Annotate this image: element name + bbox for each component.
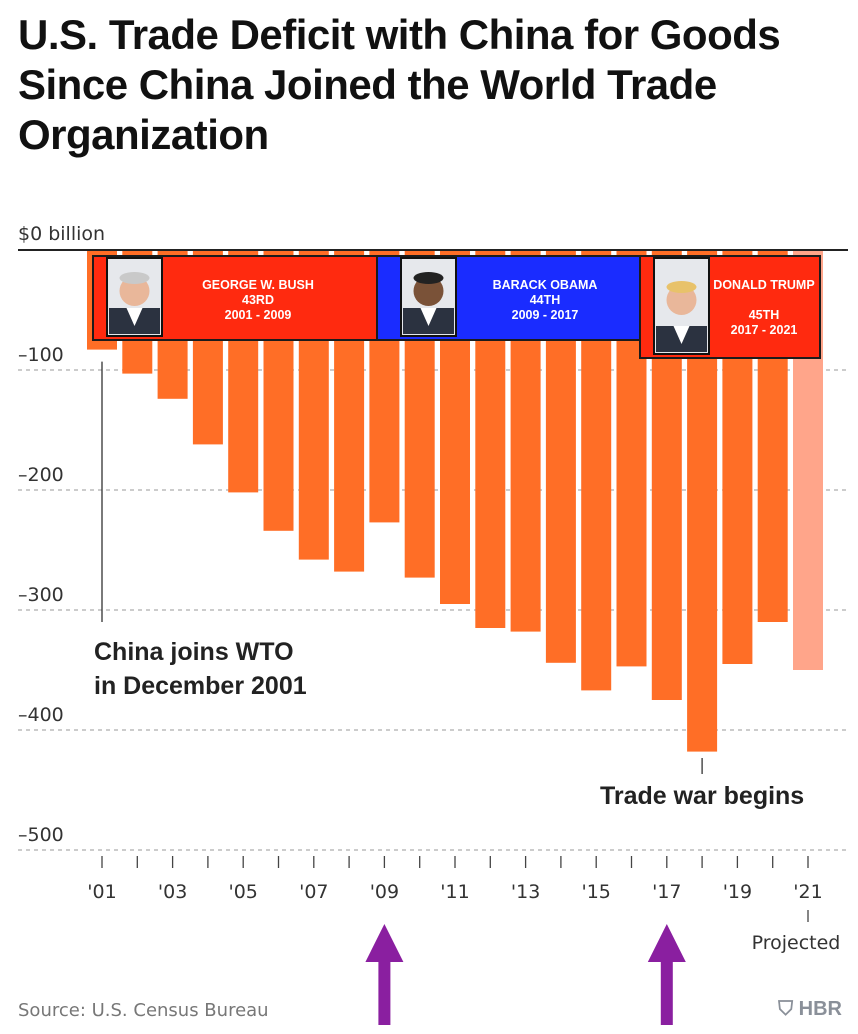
x-tick-label: '21	[793, 881, 822, 903]
x-tick-label: '13	[511, 881, 540, 903]
hbr-shield-icon: ⛉	[778, 998, 794, 1020]
y-axis-labels: $0 billion –100 –200 –300 –400 –500	[18, 223, 105, 846]
x-axis: '01 '03 '05 '07 '09 '11 '13 '15 '17 '19 '21	[18, 249, 848, 903]
x-tick-label: '19	[723, 881, 752, 903]
president-name: BARACK OBAMA	[493, 278, 598, 292]
president-term: 2017 - 2021	[731, 323, 798, 337]
brand-text: HBR	[798, 998, 842, 1020]
president-ordinal: 44TH	[530, 293, 561, 307]
y-tick-label: $0 billion	[18, 223, 105, 245]
y-tick-label: –200	[18, 464, 64, 486]
arrow-up-icon	[365, 924, 404, 1025]
source-note: Source: U.S. Census Bureau	[18, 1000, 269, 1021]
president-term: 2001 - 2009	[225, 308, 292, 322]
y-tick-label: –100	[18, 344, 64, 366]
brand-logo: ⛉ HBR	[778, 998, 842, 1021]
x-tick-label: '11	[440, 881, 469, 903]
arrow-up-icon	[647, 924, 686, 1025]
x-tick-label: '15	[581, 881, 610, 903]
annotation-projected: Projected	[752, 932, 841, 954]
president-term: 2009 - 2017	[512, 308, 579, 322]
annotation-wto: in December 2001	[94, 672, 307, 700]
president-ordinal: 43RD	[242, 293, 274, 307]
y-tick-label: –500	[18, 824, 64, 846]
x-tick-label: '17	[652, 881, 681, 903]
x-tick-label: '07	[299, 881, 328, 903]
annotations: China joins WTO in December 2001 Trade war…	[94, 361, 841, 954]
president-name: GEORGE W. BUSH	[202, 278, 314, 292]
chart-title: U.S. Trade Deficit with China for Goods …	[18, 11, 781, 158]
x-tick-label: '09	[370, 881, 399, 903]
president-name: DONALD TRUMP	[713, 278, 814, 292]
bush-portrait-icon	[106, 257, 163, 337]
annotation-wto: China joins WTO	[94, 638, 294, 666]
y-tick-label: –400	[18, 704, 64, 726]
x-tick-label: '05	[228, 881, 257, 903]
arrows	[365, 924, 686, 1025]
x-tick-label: '03	[158, 881, 187, 903]
president-ordinal: 45TH	[749, 308, 780, 322]
obama-portrait-icon	[400, 257, 457, 337]
y-tick-label: –300	[18, 584, 64, 606]
x-tick-label: '01	[87, 881, 116, 903]
trump-portrait-icon	[653, 257, 710, 355]
annotation-trade-war: Trade war begins	[600, 782, 804, 810]
